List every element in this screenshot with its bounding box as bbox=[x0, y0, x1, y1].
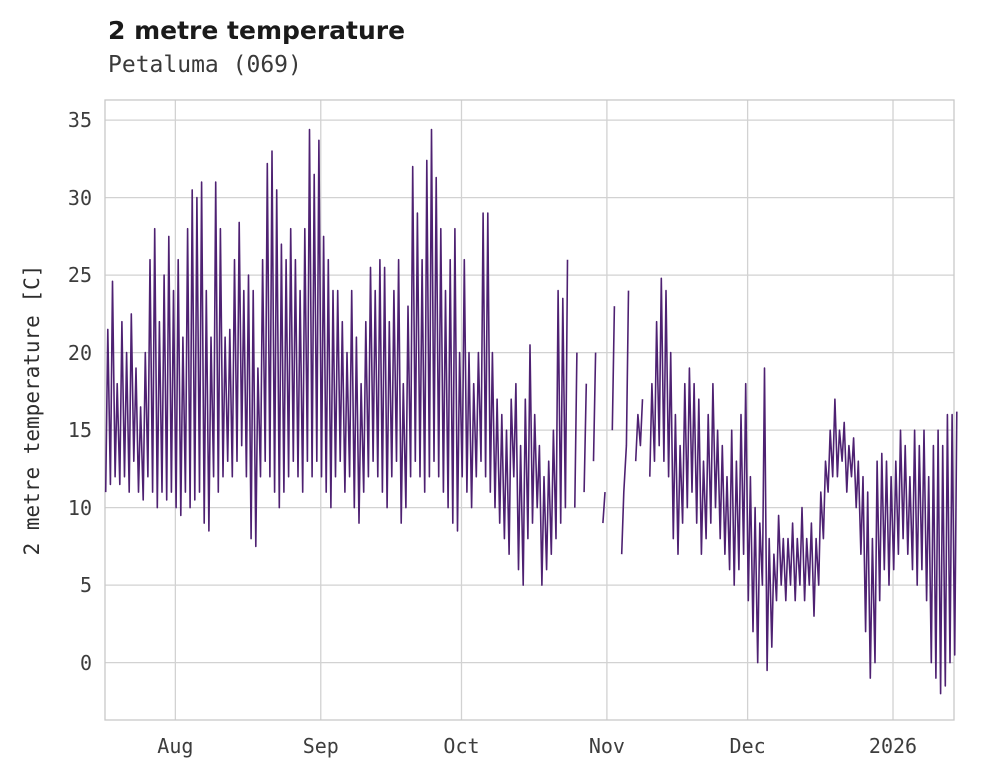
y-tick-label: 0 bbox=[79, 650, 92, 675]
temperature-line bbox=[104, 128, 958, 695]
y-tick-label: 30 bbox=[67, 185, 92, 210]
plot-border bbox=[104, 99, 955, 721]
x-tick-label: Nov bbox=[588, 734, 625, 758]
y-tick-label: 15 bbox=[67, 418, 92, 443]
y-tick-label: 10 bbox=[67, 495, 92, 520]
y-tick-label: 25 bbox=[67, 263, 92, 288]
chart-title: 2 metre temperature bbox=[108, 16, 406, 45]
x-tick-label: Sep bbox=[302, 734, 339, 758]
x-tick-label: Dec bbox=[729, 734, 766, 758]
y-tick-label: 20 bbox=[67, 340, 92, 365]
y-tick-label: 35 bbox=[67, 108, 92, 133]
chart-subtitle: Petaluma (069) bbox=[108, 52, 302, 78]
x-tick-label: Aug bbox=[157, 734, 194, 758]
y-axis-label: 2 metre temperature [C] bbox=[20, 264, 44, 556]
x-tick-label: 2026 bbox=[868, 734, 918, 758]
y-tick-label: 5 bbox=[79, 573, 92, 598]
x-tick-label: Oct bbox=[443, 734, 480, 758]
